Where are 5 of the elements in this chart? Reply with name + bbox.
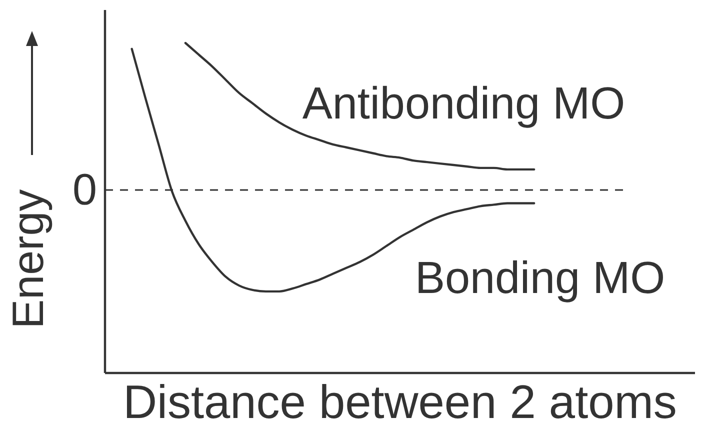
y-axis-title: Energy [4, 189, 53, 329]
x-axis-title: Distance between 2 atoms [123, 375, 677, 428]
series-label: Bonding MO [414, 252, 666, 304]
series-label: Antibonding MO [302, 77, 626, 128]
ref-line-label: 0 [72, 166, 97, 214]
